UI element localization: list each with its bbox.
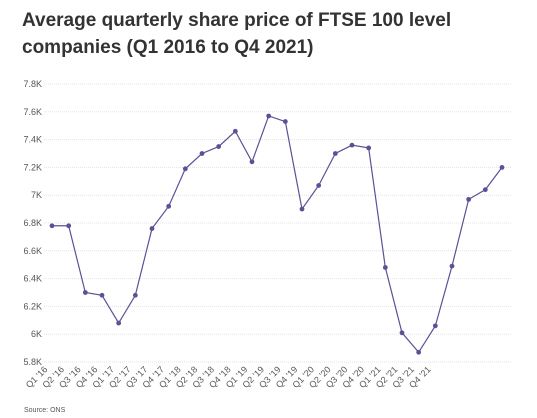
- marker: [149, 226, 155, 231]
- marker: [499, 165, 505, 170]
- marker: [416, 349, 422, 355]
- marker: [432, 323, 438, 329]
- marker: [466, 196, 472, 202]
- marker: [349, 142, 355, 148]
- marker: [299, 206, 305, 212]
- marker: [82, 290, 88, 295]
- marker: [332, 151, 338, 156]
- marker: [266, 113, 272, 119]
- y-tick-label: 6.8K: [23, 218, 42, 228]
- marker: [249, 159, 255, 165]
- marker: [132, 292, 138, 298]
- y-tick-label: 6K: [31, 329, 42, 339]
- y-tick-label: 7.8K: [23, 79, 42, 89]
- line: [52, 115, 503, 354]
- chart-title: Average quarterly share price of FTSE 10…: [22, 10, 451, 58]
- marker: [66, 223, 72, 229]
- marker: [232, 128, 238, 134]
- y-tick-label: 7K: [31, 190, 42, 200]
- marker: [316, 183, 322, 188]
- y-tick-label: 5.8K: [23, 357, 42, 367]
- marker: [449, 263, 455, 269]
- y-tick-label: 6.4K: [23, 274, 42, 284]
- source: Source: ONS: [24, 407, 66, 414]
- marker: [216, 144, 222, 149]
- marker: [482, 187, 488, 193]
- y-tick-label: 7.6K: [23, 107, 42, 117]
- marker: [382, 265, 388, 270]
- marker: [116, 320, 122, 326]
- marker: [99, 292, 105, 298]
- marker: [399, 330, 405, 336]
- marker: [182, 166, 188, 172]
- y-tick-label: 7.2K: [23, 162, 42, 172]
- y-tick-label: 6.6K: [23, 246, 42, 256]
- marker: [199, 151, 205, 156]
- y-tick-label: 7.4K: [23, 135, 42, 145]
- marker: [366, 145, 372, 151]
- marker: [282, 119, 288, 124]
- y-tick-label: 6.2K: [23, 301, 42, 311]
- marker: [49, 223, 55, 229]
- marker: [166, 203, 172, 209]
